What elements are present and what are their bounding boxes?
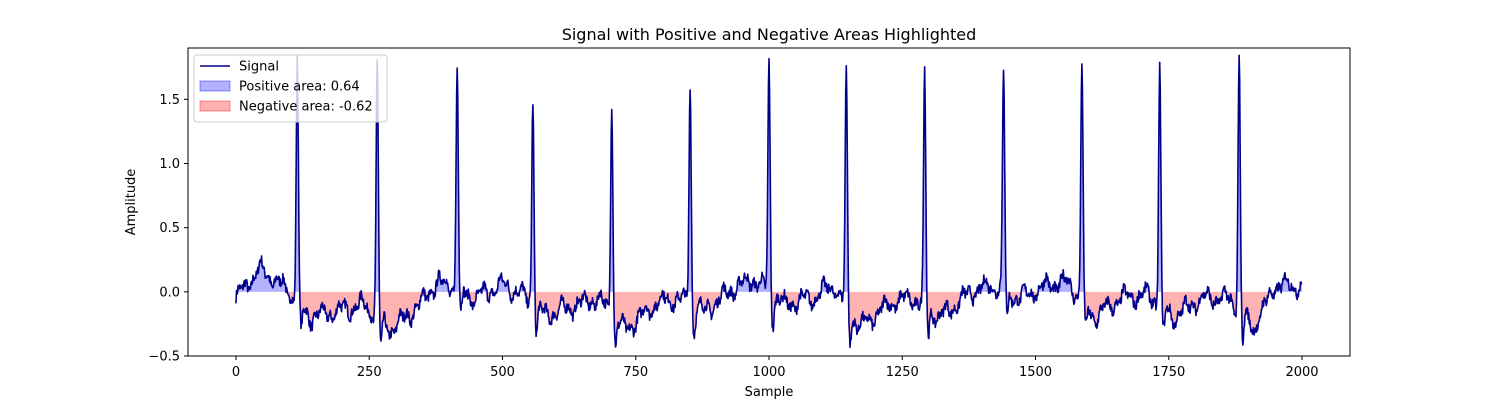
signal-line bbox=[235, 54, 1303, 349]
legend-label: Negative area: -0.62 bbox=[239, 100, 373, 115]
legend-label: Signal bbox=[239, 60, 279, 75]
x-tick-label: 1750 bbox=[1152, 365, 1185, 380]
x-axis-ticks: 0 250 500 750 1000 1250 1500 1750 2000 bbox=[232, 356, 1319, 380]
y-tick-label: 0.0 bbox=[159, 285, 180, 300]
legend-label: Positive area: 0.64 bbox=[239, 80, 360, 95]
positive-area-fill bbox=[236, 55, 1303, 292]
legend-box bbox=[193, 54, 388, 123]
x-tick-label: 0 bbox=[232, 365, 240, 380]
x-axis-label: Sample bbox=[745, 385, 794, 400]
legend-positive-swatch bbox=[199, 80, 231, 92]
y-tick-label: 1.0 bbox=[159, 157, 180, 172]
x-tick-label: 1500 bbox=[1019, 365, 1052, 380]
plot-area bbox=[235, 54, 1303, 349]
x-tick-label: 2000 bbox=[1285, 365, 1318, 380]
x-tick-label: 1250 bbox=[886, 365, 919, 380]
x-tick-label: 750 bbox=[623, 365, 648, 380]
legend-negative-swatch bbox=[199, 100, 231, 112]
x-tick-label: 1000 bbox=[752, 365, 785, 380]
y-tick-label: 0.5 bbox=[159, 221, 180, 236]
y-axis-label: Amplitude bbox=[124, 169, 139, 236]
negative-area-fill bbox=[235, 291, 1299, 348]
y-axis-ticks: −0.5 0.0 0.5 1.0 1.5 bbox=[148, 93, 188, 365]
chart-title: Signal with Positive and Negative Areas … bbox=[562, 25, 977, 44]
x-tick-label: 500 bbox=[490, 365, 515, 380]
x-tick-label: 250 bbox=[357, 365, 382, 380]
legend: Signal Positive area: 0.64 Negative area: … bbox=[193, 54, 388, 123]
y-tick-label: 1.5 bbox=[159, 93, 180, 108]
y-tick-label: −0.5 bbox=[148, 350, 180, 365]
